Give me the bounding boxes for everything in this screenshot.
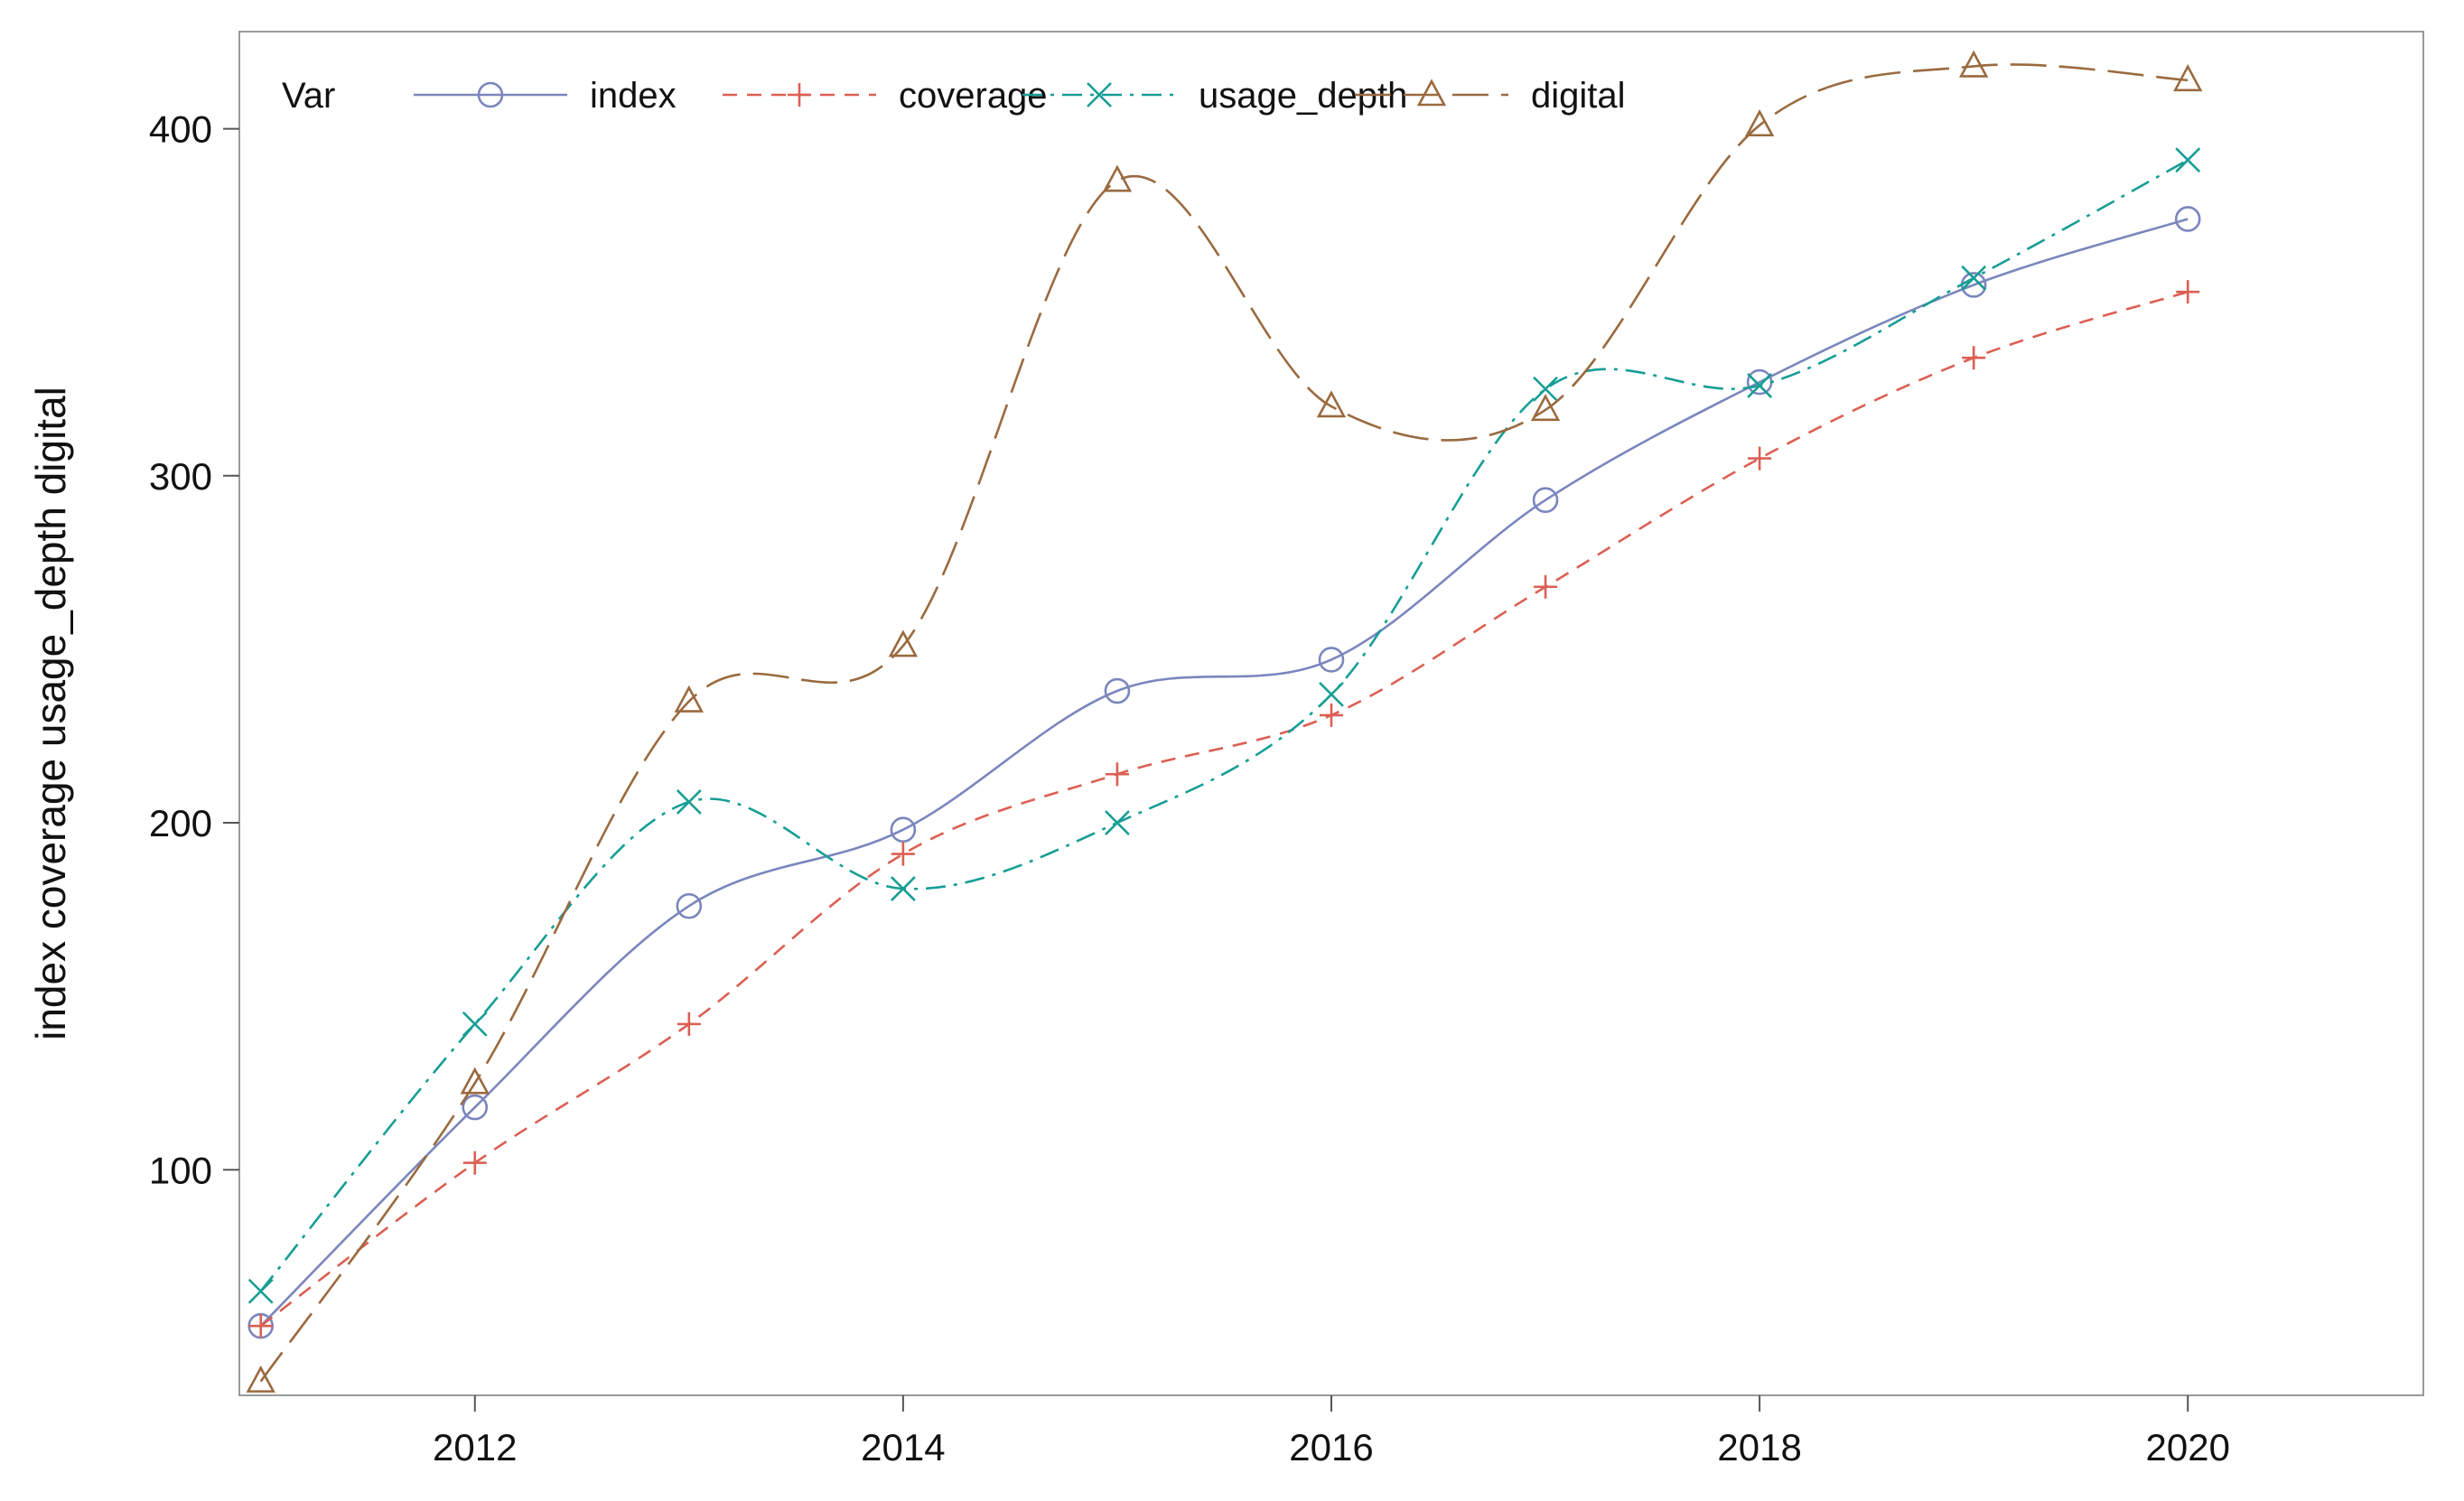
series-line-index: [259, 218, 2189, 1328]
legend-title: Var: [282, 76, 335, 116]
data-point-coverage: [1534, 574, 1558, 599]
data-point-digital: [1959, 50, 1989, 78]
data-point-usage_depth: [1105, 810, 1130, 835]
data-point-usage_depth: [676, 789, 702, 815]
axis-ticks: 2012 2014 2016 2018 2020 100 200 300 400: [149, 108, 2230, 1468]
series-coverage: [248, 280, 2200, 1338]
data-point-digital: [674, 685, 705, 713]
legend-label-index: index: [590, 76, 677, 116]
data-point-index: [462, 1094, 489, 1121]
y-tick-label: 200: [149, 802, 212, 844]
data-point-usage_depth: [2175, 147, 2201, 173]
y-tick-label: 400: [149, 108, 212, 151]
data-point-index: [676, 892, 703, 919]
data-point-digital: [1102, 164, 1133, 192]
series-digital: [246, 50, 2203, 1393]
legend-item-index: index: [414, 76, 677, 116]
series-line-coverage: [259, 290, 2189, 1328]
data-point-coverage: [248, 1314, 273, 1338]
x-tick-label: 2014: [861, 1426, 945, 1468]
data-point-usage_depth: [247, 1278, 274, 1304]
data-point-digital: [460, 1067, 490, 1095]
data-point-index: [890, 816, 917, 844]
data-point-digital: [246, 1365, 275, 1393]
x-tick-label: 2020: [2146, 1426, 2230, 1468]
series-layer: [246, 50, 2203, 1393]
legend-marker-index: [477, 81, 504, 108]
legend-marker-coverage: [788, 83, 811, 107]
data-point-usage_depth: [1319, 681, 1344, 707]
legend: Var index coverage usage_depth digital: [282, 76, 1626, 116]
series-line-usage_depth: [259, 159, 2189, 1292]
data-point-coverage: [1105, 762, 1129, 787]
data-point-digital: [888, 629, 919, 657]
data-point-digital: [1744, 108, 1775, 137]
data-point-coverage: [1962, 346, 1986, 370]
data-point-coverage: [1748, 446, 1772, 471]
legend-label-digital: digital: [1531, 76, 1626, 116]
data-point-index: [1318, 647, 1345, 673]
series-usage_depth: [247, 147, 2201, 1304]
data-point-coverage: [677, 1012, 701, 1036]
data-point-usage_depth: [1747, 372, 1773, 398]
data-point-usage_depth: [890, 876, 916, 901]
legend-item-digital: digital: [1355, 76, 1626, 116]
data-point-digital: [2173, 64, 2203, 92]
data-point-usage_depth: [1961, 265, 1987, 291]
y-tick-label: 100: [149, 1149, 212, 1191]
data-point-digital: [1530, 394, 1561, 422]
y-tick-label: 300: [149, 455, 212, 498]
data-point-usage_depth: [1533, 376, 1558, 402]
data-point-digital: [1316, 390, 1347, 418]
data-point-index: [1532, 487, 1559, 514]
data-point-index: [2174, 206, 2201, 232]
series-line-digital: [259, 63, 2189, 1383]
data-point-index: [1104, 677, 1131, 704]
data-point-coverage: [1320, 703, 1343, 727]
legend-item-usage_depth: usage_depth: [1022, 76, 1407, 116]
x-tick-label: 2018: [1717, 1426, 1801, 1468]
y-axis-title: index coverage usage_depth digital: [27, 387, 74, 1040]
data-point-usage_depth: [462, 1011, 488, 1037]
legend-item-coverage: coverage: [723, 76, 1048, 116]
x-tick-label: 2012: [433, 1426, 517, 1468]
data-point-coverage: [462, 1151, 487, 1175]
data-point-coverage: [891, 842, 915, 866]
x-tick-label: 2016: [1289, 1426, 1373, 1468]
legend-marker-usage_depth: [1087, 82, 1112, 107]
legend-marker-digital: [1416, 79, 1447, 107]
data-point-coverage: [2176, 280, 2200, 304]
